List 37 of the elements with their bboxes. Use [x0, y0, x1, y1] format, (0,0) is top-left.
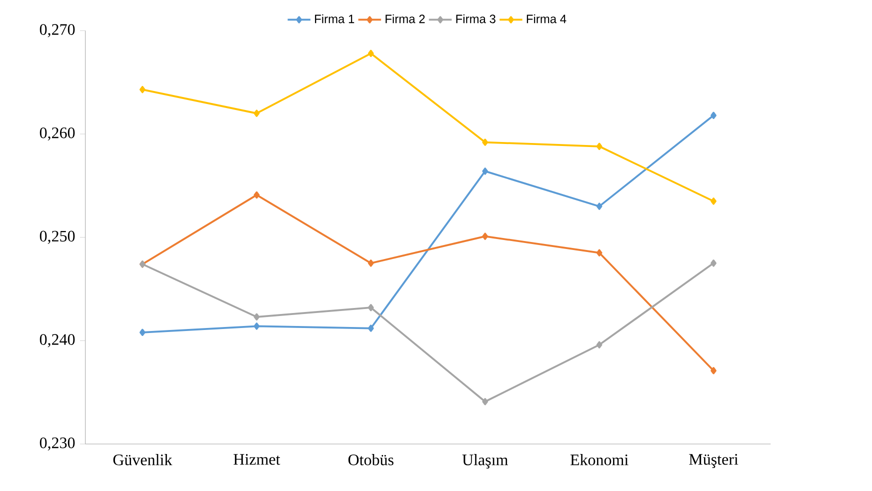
point [254, 313, 260, 321]
x-tick-label: Güvenlik [113, 454, 172, 466]
point [140, 328, 146, 336]
point [482, 138, 488, 146]
point [596, 249, 602, 257]
legend-label: Firma 4 [526, 14, 566, 24]
point [710, 367, 716, 374]
point [368, 50, 374, 58]
point [596, 142, 602, 150]
point [140, 86, 146, 94]
y-tick-label: 0,240 [40, 334, 75, 348]
point [254, 322, 260, 330]
y-tick-label: 0,250 [40, 230, 75, 244]
point [482, 168, 488, 175]
point [368, 324, 374, 332]
point [596, 341, 602, 349]
x-tick-label: Ulaşım [462, 454, 508, 469]
point [710, 112, 716, 120]
y-tick-label: 0,230 [40, 438, 75, 451]
point [482, 398, 488, 406]
point [254, 192, 260, 199]
x-tick-label: Otobüs [348, 454, 394, 466]
legend-label: Firma 1 [315, 14, 354, 24]
x-tick-label: Hizmet [234, 454, 280, 465]
point [368, 304, 374, 312]
point [596, 202, 602, 210]
point [710, 198, 716, 205]
legend-label: Firma 3 [456, 14, 496, 24]
point [254, 110, 260, 118]
x-tick-label: Ekonomi [570, 454, 628, 466]
y-tick-label: 0,270 [40, 24, 75, 38]
point [368, 260, 374, 267]
legend-label: Firma 2 [386, 14, 425, 24]
point [482, 232, 488, 240]
point [710, 260, 716, 267]
x-tick-label: Müşteri [689, 454, 738, 468]
y-tick-label: 0,260 [40, 128, 75, 141]
